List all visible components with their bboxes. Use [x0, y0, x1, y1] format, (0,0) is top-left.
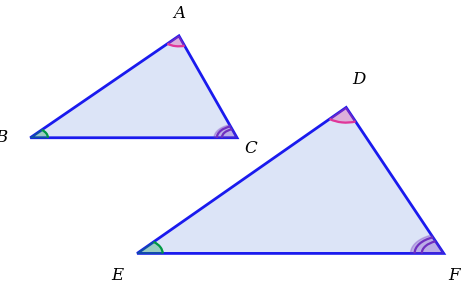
Polygon shape [329, 107, 356, 123]
Text: D: D [352, 71, 365, 88]
Polygon shape [137, 107, 444, 253]
Text: F: F [448, 267, 460, 281]
Text: A: A [173, 5, 185, 22]
Polygon shape [30, 36, 237, 138]
Polygon shape [30, 130, 48, 138]
Text: C: C [244, 140, 257, 157]
Text: B: B [0, 129, 7, 146]
Polygon shape [167, 36, 184, 46]
Text: E: E [111, 267, 123, 281]
Polygon shape [410, 235, 444, 253]
Polygon shape [137, 242, 163, 253]
Polygon shape [214, 125, 237, 138]
